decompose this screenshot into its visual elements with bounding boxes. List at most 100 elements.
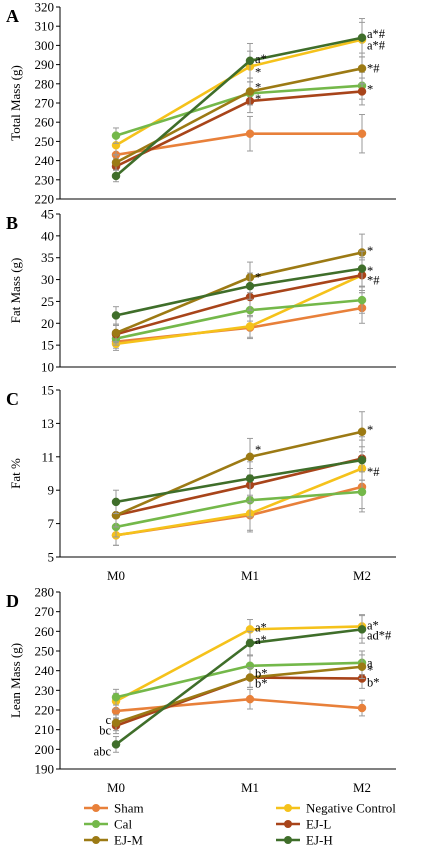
annotation: * [255,443,261,457]
series-line [115,90,363,168]
legend-label: Negative Control [306,801,396,816]
series-ej-h [111,18,367,183]
y-tick-label: 290 [35,57,55,72]
panel-letter: A [6,6,19,26]
annotation: * [367,244,373,258]
series-ej-m [111,654,367,732]
legend-marker [92,804,100,812]
y-tick-label: 9 [48,483,55,498]
annotation: a* [255,52,267,66]
annotation: a [367,656,373,670]
data-point [357,487,367,497]
y-tick-label: 230 [35,172,55,187]
data-point [111,311,121,320]
panel-letter: D [6,591,19,611]
series-line [115,38,363,147]
data-point [111,740,121,749]
series-cal [111,286,367,346]
data-point [111,497,121,507]
y-axis-label: Fat Mass (g) [8,258,23,324]
legend-item: EJ-M [84,833,143,848]
annotation: a* [255,620,267,634]
y-axis-label: Lean Mass (g) [8,643,23,718]
data-point [111,692,121,702]
annotation: * [255,81,261,95]
legend: Sham Negative Control Cal EJ-L EJ-M EJ-H [84,801,396,848]
y-tick-label: 270 [35,604,55,619]
y-tick-label: 40 [41,228,54,243]
y-tick-label: 45 [41,207,54,222]
annotation: b* [255,676,268,690]
y-tick-label: 20 [41,316,54,331]
x-tick-label: M0 [107,568,125,583]
panel-C: C 5 7 9 11 13 15 Fat % * * *# M0 M1 M2 [6,383,396,583]
data-point [245,638,255,648]
legend-marker [284,820,292,828]
series-negative-control [111,614,367,710]
y-tick-label: 250 [35,644,55,659]
y-tick-label: 5 [48,550,55,565]
series-line [115,298,363,340]
data-point [357,64,367,73]
y-tick-label: 30 [41,272,54,287]
annotation: * [255,270,261,284]
data-point [357,87,367,96]
series-sham [111,464,367,546]
y-tick-label: 310 [35,19,55,34]
series-ej-h [111,439,367,515]
data-point [357,455,367,465]
series-ej-h [111,615,367,753]
y-tick-label: 280 [35,76,55,91]
y-tick-label: 210 [35,722,55,737]
annotation: a* [255,633,267,647]
panel-letter: B [6,213,18,233]
annotation: b* [255,667,268,681]
legend-marker [92,836,100,844]
data-point [245,281,255,291]
y-tick-label: 270 [35,96,55,111]
legend-marker [92,820,100,828]
data-point [245,322,255,331]
y-tick-label: 320 [35,0,55,15]
x-tick-label: M1 [241,568,259,583]
annotation: a*# [367,27,386,41]
y-tick-label: 260 [35,115,55,130]
data-point [111,131,121,140]
x-tick-label: M1 [241,780,259,795]
y-tick-label: 15 [41,383,54,398]
legend-item: EJ-L [276,817,331,832]
legend-marker [284,836,292,844]
data-point [357,662,367,671]
y-tick-label: 13 [41,416,54,431]
legend-label: EJ-H [306,833,333,848]
x-tick-label: M2 [353,780,371,795]
legend-label: Cal [114,817,132,832]
y-tick-label: 250 [35,134,55,149]
y-tick-label: 300 [35,38,55,53]
annotation: c [105,713,111,727]
y-tick-label: 200 [35,742,55,757]
series-ej-m [111,411,367,528]
data-point [245,87,255,96]
annotation: a* [367,618,379,632]
annotation: a*# [367,38,386,52]
y-tick-label: 260 [35,624,55,639]
annotation: b* [367,675,380,689]
y-tick-label: 25 [41,294,54,309]
y-tick-label: 240 [35,153,55,168]
series-ej-h [111,250,367,325]
panel-A: A 220 230 240 250 260 270 280 290 300 310 320 Total … [6,0,396,207]
data-point [245,673,255,682]
panel-D: D 190 200 210 220 230 240 250 260 270 280 Lean Mass… [6,585,396,795]
data-point [357,427,367,436]
y-tick-label: 280 [35,585,55,600]
legend-item: Sham [84,801,144,816]
legend-item: Negative Control [276,801,396,816]
series-sham [111,114,367,164]
series-line [115,84,363,137]
series-line [115,274,363,346]
data-point [357,295,367,305]
annotation: * [367,264,373,278]
data-point [245,474,255,483]
